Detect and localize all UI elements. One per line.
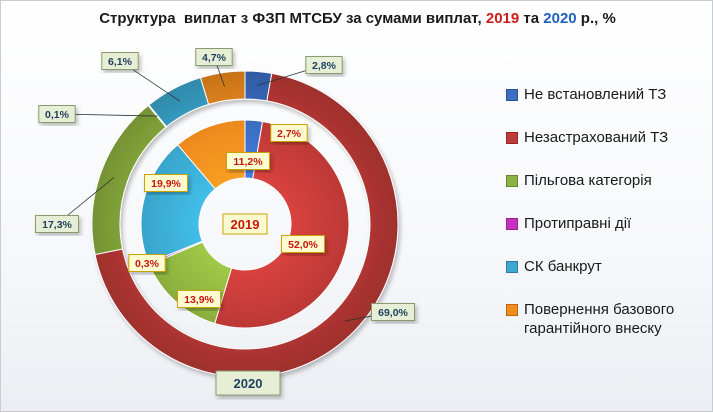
legend-label-3: Протиправні дії [524,215,632,232]
legend-item-1: Незастрахований ТЗ [506,128,713,147]
legend-label-5: Повернення базового гарантійного внеску [524,301,675,337]
data-label-2020-2: 17,3% [35,215,79,233]
data-label-2019-2: 13,9% [177,290,221,308]
legend-item-4: СК банкрут [506,257,713,276]
legend-swatch-5 [506,304,518,316]
legend-label-0: Не встановлений ТЗ [524,86,667,103]
data-label-2020-1-text: 69,0% [378,307,408,319]
legend-swatch-3 [506,218,518,230]
center-label-group: 2019 2020 [215,213,281,396]
center-label-box [222,213,268,235]
legend-item-5: Повернення базового гарантійного внеску [506,300,713,338]
outer-label: 2020 [234,376,263,391]
data-label-2019-1-text: 52,0% [288,239,318,251]
data-label-2020-0: 2,8% [305,56,343,74]
data-label-2019-5: 11,2% [226,152,270,170]
data-label-2019-3-text: 0,3% [135,258,160,270]
legend-swatch-0 [506,89,518,101]
title-mid: та [519,10,544,27]
slice-2020-5 [199,70,246,106]
legend-label-1: Незастрахований ТЗ [524,129,669,146]
legend-swatch-1 [506,132,518,144]
center-label: 2019 [231,217,260,232]
data-label-2020-0-text: 2,8% [312,60,337,72]
data-label-2019-4-text: 19,9% [151,178,181,190]
ring-2020 [91,70,399,378]
title-suffix: р., % [576,10,616,27]
legend-item-2: Пільгова категорія [506,171,713,190]
data-label-2019-5-text: 11,2% [233,156,263,168]
chart-title: Структура виплат з ФЗП МТСБУ за сумами в… [1,10,713,27]
data-label-2020-5: 4,7% [195,48,233,66]
title-year-2020: 2020 [543,10,577,27]
data-label-2020-3: 0,1% [38,105,76,123]
data-label-2020-4-text: 6,1% [108,56,133,68]
legend-item-3: Протиправні дії [506,214,713,233]
data-label-2020-2-text: 17,3% [42,219,72,231]
legend-label-4: СК банкрут [524,258,602,275]
data-label-2020-1: 69,0% [371,303,415,321]
outer-label-box [215,370,281,396]
data-label-2019-3: 0,3% [128,254,166,272]
slice-2019-1 [214,120,350,329]
data-label-2019-4: 19,9% [144,174,188,192]
legend-label-2: Пільгова категорія [524,172,652,189]
data-label-2020-5-text: 4,7% [202,52,227,64]
legend-swatch-2 [506,175,518,187]
legend-item-0: Не встановлений ТЗ [506,85,713,104]
data-label-2019-0-text: 2,7% [277,128,302,140]
data-label-2019-2-text: 13,9% [184,294,214,306]
data-label-2019-1: 52,0% [281,235,325,253]
title-year-2019: 2019 [485,10,520,27]
title-prefix: Структура виплат з ФЗП МТСБУ за сумами в… [99,10,486,27]
data-label-2020-3-text: 0,1% [45,109,70,121]
legend-swatch-4 [506,261,518,273]
data-labels: 2,7% 52,0% 13,9% 0,3% 19,9% 11,2% 2,8% 69,0% 17,… [35,48,415,321]
slice-2020-1 [94,72,399,378]
data-label-2020-4: 6,1% [101,52,139,70]
data-label-2019-0: 2,7% [270,124,308,142]
slice-2019-5 [177,119,246,190]
